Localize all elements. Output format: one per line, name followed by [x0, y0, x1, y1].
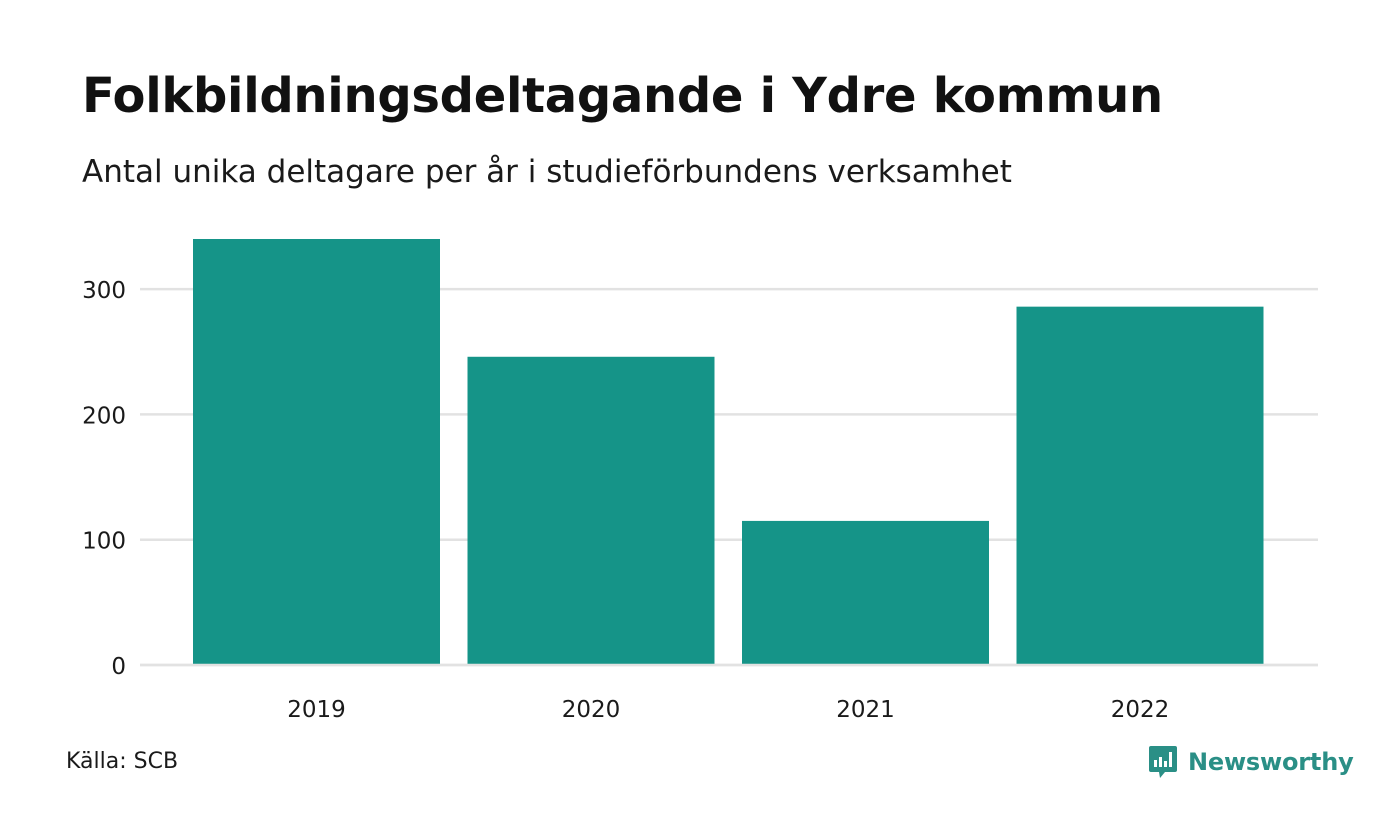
- bar-2022: [1016, 306, 1264, 665]
- source-note: Källa: SCB: [66, 749, 179, 774]
- bar-2020: [467, 356, 715, 665]
- y-tick-label: 0: [111, 654, 126, 680]
- newsworthy-logo: Newsworthy: [1148, 742, 1354, 782]
- brand-name: Newsworthy: [1188, 748, 1354, 776]
- bar-2019: [193, 239, 440, 665]
- chart-title: Folkbildningsdeltagande i Ydre kommun: [82, 68, 1163, 124]
- x-tick-label: 2020: [562, 697, 621, 723]
- newsworthy-chart-icon: [1149, 746, 1177, 778]
- x-tick-label: 2021: [836, 697, 895, 723]
- x-tick-label: 2019: [287, 697, 346, 723]
- chart-subtitle: Antal unika deltagare per år i studieför…: [82, 154, 1012, 190]
- y-tick-label: 100: [82, 529, 126, 555]
- bar-2021: [742, 520, 989, 665]
- x-tick-label: 2022: [1111, 697, 1170, 723]
- y-tick-label: 300: [82, 278, 126, 304]
- y-tick-label: 200: [82, 403, 126, 429]
- bar-chart: 0 100 200 300 2019 2020 2021 2022: [82, 239, 1318, 723]
